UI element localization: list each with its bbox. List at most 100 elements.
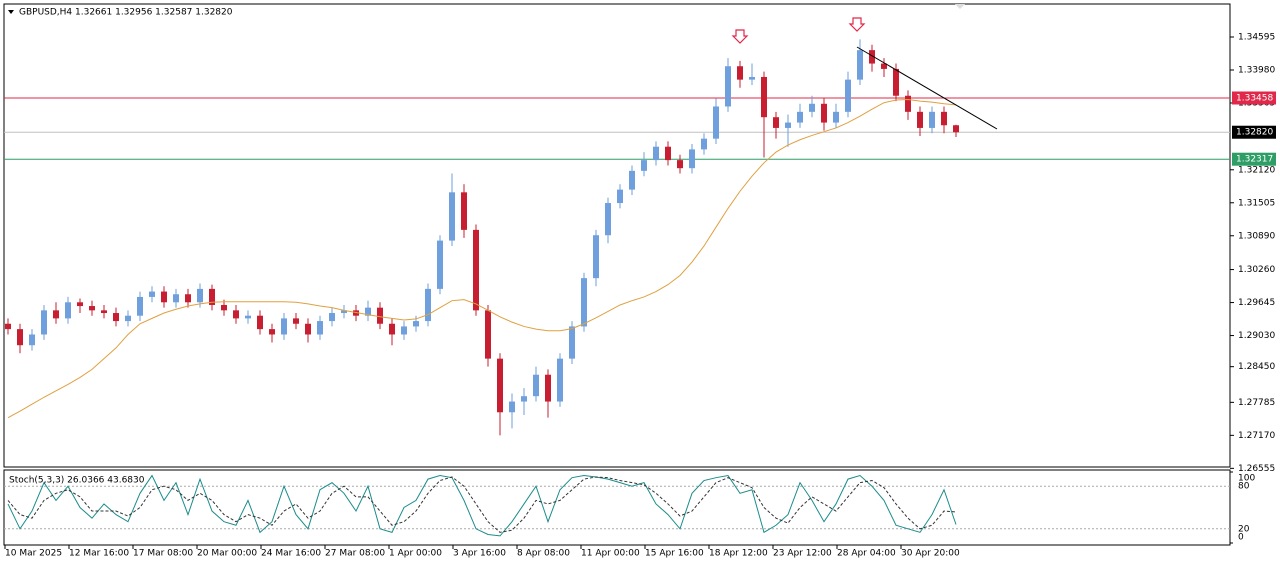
candle-body bbox=[317, 321, 323, 335]
candle-body bbox=[185, 294, 191, 303]
price-label: 1.32317 bbox=[1236, 155, 1273, 165]
candle-body bbox=[809, 103, 815, 112]
y-tick-label: 1.31505 bbox=[1238, 198, 1275, 208]
y-tick-label: 1.30890 bbox=[1238, 231, 1275, 241]
candle-body bbox=[413, 321, 419, 327]
candle-body bbox=[545, 374, 551, 402]
arrow-down[interactable] bbox=[731, 29, 749, 44]
x-tick-label: 28 Apr 04:00 bbox=[837, 549, 896, 559]
candle-body bbox=[725, 66, 731, 107]
stoch-title: Stoch(5,3,3) 26.0366 43.6830 bbox=[9, 476, 145, 486]
trend-line[interactable] bbox=[856, 46, 998, 130]
y-tick-label: 1.27785 bbox=[1238, 398, 1275, 408]
candle-body bbox=[161, 291, 167, 303]
candle-body bbox=[617, 189, 623, 204]
stoch-signal-line bbox=[7, 476, 957, 533]
candle-body bbox=[5, 323, 11, 330]
y-tick-label: 1.32120 bbox=[1238, 165, 1275, 175]
candle-body bbox=[641, 160, 647, 171]
candle-body bbox=[701, 138, 707, 150]
candle-body bbox=[281, 318, 287, 335]
x-tick-label: 23 Apr 12:00 bbox=[773, 549, 832, 559]
candle-body bbox=[101, 310, 107, 314]
candle-body bbox=[689, 149, 695, 169]
candle-body bbox=[941, 111, 947, 126]
candle-body bbox=[929, 111, 935, 128]
candle-body bbox=[77, 302, 83, 307]
y-tick-label: 1.26555 bbox=[1238, 464, 1275, 474]
candle-body bbox=[845, 79, 851, 112]
stoch-main-line bbox=[7, 474, 957, 537]
price-label-box bbox=[1232, 91, 1276, 105]
scroll-marker bbox=[955, 4, 965, 9]
candle-body bbox=[173, 294, 179, 303]
candle-body bbox=[473, 229, 479, 311]
candle-body bbox=[629, 170, 635, 190]
candle-body bbox=[605, 203, 611, 236]
menu-triangle[interactable] bbox=[8, 10, 14, 14]
candle-body bbox=[329, 313, 335, 322]
candle-body bbox=[305, 323, 311, 335]
price-label-box bbox=[1232, 125, 1276, 139]
candle-body bbox=[209, 288, 215, 305]
candle-body bbox=[113, 313, 119, 322]
y-tick-label: 1.34595 bbox=[1238, 32, 1275, 42]
candle-body bbox=[53, 310, 59, 319]
candle-body bbox=[389, 323, 395, 335]
candle-body bbox=[449, 192, 455, 241]
candle-body bbox=[869, 50, 875, 64]
candle-body bbox=[377, 307, 383, 324]
chart-header: GBPUSD,H4 1.32661 1.32956 1.32587 1.3282… bbox=[19, 8, 233, 18]
candle-body bbox=[437, 240, 443, 289]
candle-body bbox=[509, 401, 515, 413]
candle-body bbox=[269, 329, 275, 335]
candle-body bbox=[953, 125, 959, 133]
x-tick-label: 24 Mar 16:00 bbox=[261, 549, 321, 559]
y-tick-label: 1.29030 bbox=[1238, 331, 1275, 341]
candle-body bbox=[833, 111, 839, 123]
time-axis: 10 Mar 2025 12 Mar 16:00 17 Mar 08:00 20 Ma… bbox=[4, 545, 960, 559]
x-tick-label: 1 Apr 00:00 bbox=[389, 549, 442, 559]
levels bbox=[4, 97, 1230, 160]
price-label: 1.32820 bbox=[1236, 128, 1273, 138]
x-tick-label: 11 Apr 00:00 bbox=[581, 549, 640, 559]
candle-body bbox=[785, 122, 791, 128]
price-axis: 1.345951.339801.333651.321201.315051.308… bbox=[1230, 32, 1276, 474]
price-label: 1.33458 bbox=[1236, 93, 1273, 103]
candle-body bbox=[485, 310, 491, 359]
candle-body bbox=[365, 307, 371, 316]
candle-body bbox=[353, 310, 359, 316]
x-tick-label: 3 Apr 16:00 bbox=[453, 549, 506, 559]
candle-body bbox=[761, 76, 767, 118]
candle-body bbox=[881, 63, 887, 69]
x-tick-label: 20 Mar 00:00 bbox=[197, 549, 257, 559]
x-tick-label: 15 Apr 16:00 bbox=[645, 549, 704, 559]
candle-body bbox=[821, 103, 827, 123]
candle-body bbox=[773, 117, 779, 128]
x-tick-label: 8 Apr 08:00 bbox=[517, 549, 570, 559]
candle-body bbox=[149, 291, 155, 297]
x-tick-label: 17 Mar 08:00 bbox=[133, 549, 193, 559]
candle-body bbox=[293, 318, 299, 324]
overlay bbox=[7, 98, 957, 419]
candle-body bbox=[497, 358, 503, 413]
arrow-down[interactable] bbox=[848, 17, 866, 32]
x-tick-label: 12 Mar 16:00 bbox=[69, 549, 129, 559]
candle-body bbox=[65, 302, 71, 319]
y-tick-label: 1.28450 bbox=[1238, 362, 1275, 372]
candle-body bbox=[89, 306, 95, 311]
candle-body bbox=[245, 315, 251, 319]
candle-body bbox=[893, 68, 899, 96]
candle-body bbox=[533, 374, 539, 397]
candle-body bbox=[41, 310, 47, 335]
candle-body bbox=[425, 288, 431, 322]
y-tick-label: 1.29645 bbox=[1238, 298, 1275, 308]
candle-body bbox=[401, 326, 407, 335]
candle-body bbox=[221, 304, 227, 311]
stoch-tick-label: 20 bbox=[1238, 524, 1250, 534]
candle-body bbox=[521, 396, 527, 402]
candle-body bbox=[341, 310, 347, 314]
